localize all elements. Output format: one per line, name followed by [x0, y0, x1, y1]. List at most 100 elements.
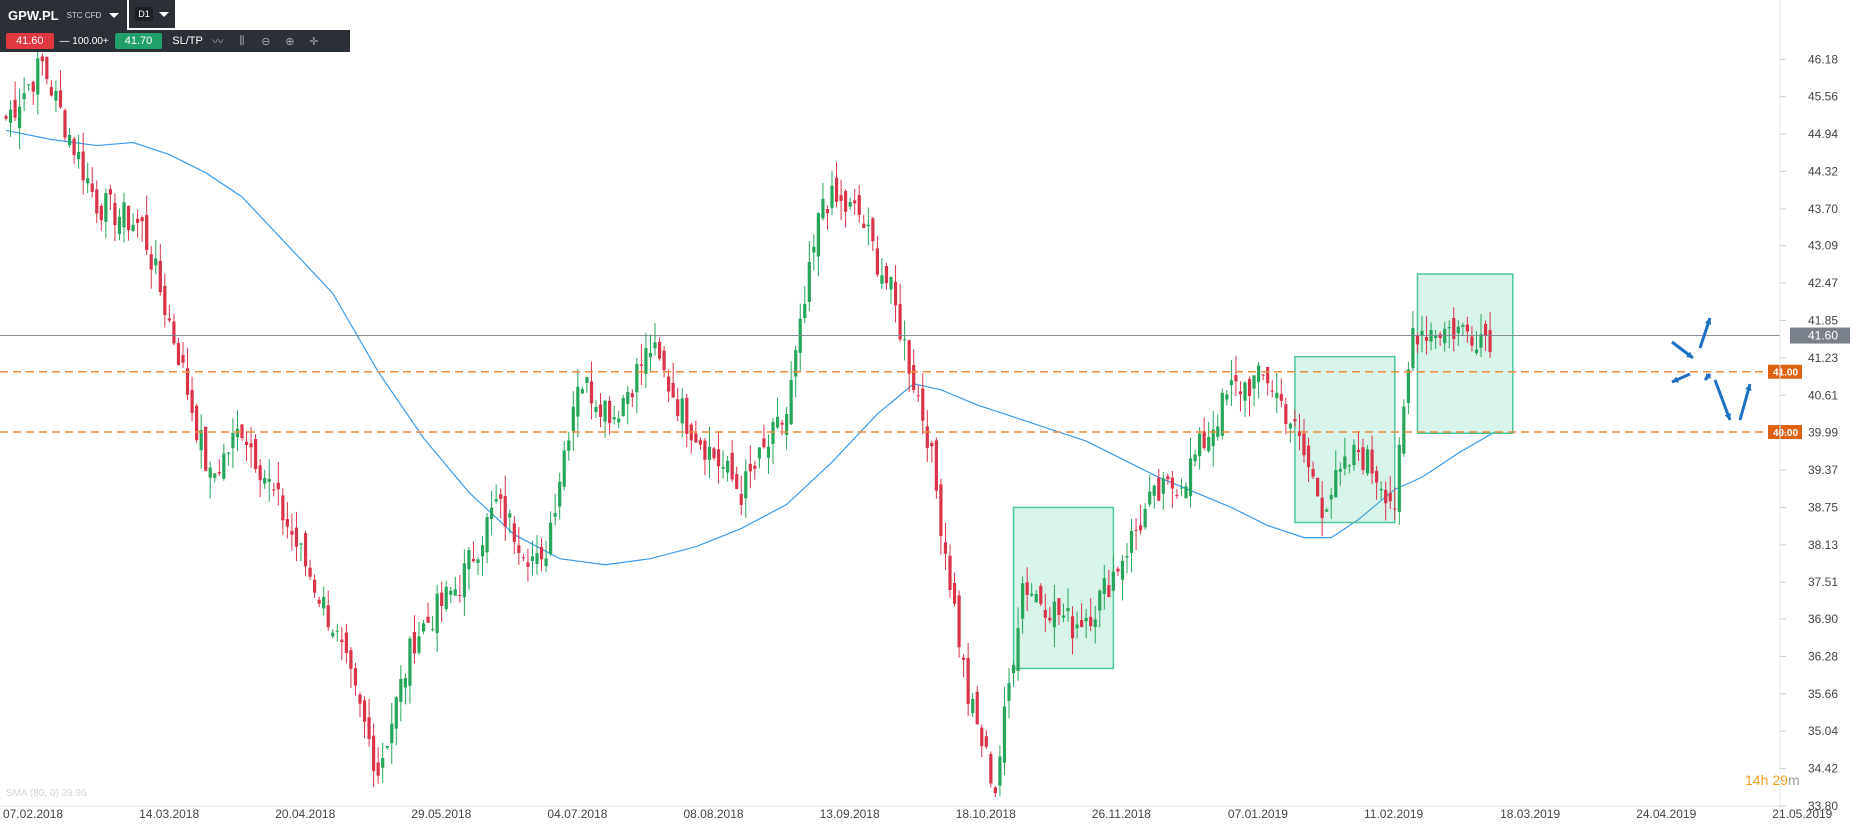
candle: [785, 406, 789, 450]
candle: [1397, 437, 1401, 525]
line-chart-icon[interactable]: 〰: [212, 36, 224, 48]
candle: [376, 747, 380, 785]
candle-body: [1007, 683, 1011, 701]
candle: [1048, 606, 1052, 624]
sltp-button[interactable]: SL/TP: [172, 35, 203, 47]
candle: [372, 723, 376, 787]
zoom-in-icon[interactable]: ⊕: [285, 35, 295, 48]
candle: [381, 742, 385, 783]
candle-body: [612, 417, 616, 420]
candle: [1470, 326, 1474, 352]
trade-toolbar: GPW.PL STC CFD D1 41.60 — 100.00+ 41.70 …: [0, 0, 350, 52]
candle-body: [707, 446, 712, 460]
order-bar: 41.60 — 100.00+ 41.70 SL/TP 〰 ⫼ ⊖ ⊕ ✛: [0, 30, 350, 52]
y-tick-label: 43.70: [1808, 202, 1838, 216]
candle: [1098, 589, 1102, 628]
candle-body: [31, 81, 35, 92]
candle-body: [630, 393, 634, 398]
candle-body: [716, 449, 721, 467]
candle: [163, 273, 167, 328]
x-tick-label: 21.05.2019: [1772, 807, 1832, 821]
candle-body: [1257, 365, 1261, 383]
candle-body: [485, 517, 489, 553]
y-tick-label: 34.42: [1808, 762, 1838, 776]
arrow-icon: [1738, 383, 1752, 421]
candle-body: [1438, 334, 1442, 339]
candle: [1057, 598, 1061, 626]
candle-body: [621, 398, 625, 417]
candle-body: [1465, 324, 1469, 332]
candle-body: [317, 599, 321, 604]
y-tick-label: 35.66: [1808, 687, 1838, 701]
candle-body: [399, 679, 403, 702]
candle-body: [1061, 615, 1066, 618]
candle: [1279, 378, 1283, 408]
candle-body: [657, 341, 662, 359]
candle-body: [1129, 530, 1134, 553]
candle-body: [204, 426, 208, 471]
candle-body: [871, 218, 875, 242]
candle: [1143, 503, 1147, 530]
y-tick-label: 41.85: [1808, 313, 1838, 327]
x-tick-label: 18.03.2019: [1500, 807, 1560, 821]
price-axis: 46.18 45.56 44.94 44.32 43.70 43.09 42.47 41.85…: [1779, 0, 1838, 824]
candle: [943, 522, 948, 570]
candle-body: [1157, 477, 1161, 501]
candle-body: [1461, 325, 1465, 327]
volume-stepper[interactable]: — 100.00+: [59, 35, 109, 47]
candle-body: [1107, 585, 1111, 597]
candle: [467, 547, 471, 590]
candle-body: [390, 723, 394, 744]
candle-body: [1075, 624, 1079, 629]
candle-body: [299, 543, 303, 545]
candle: [104, 188, 108, 239]
candle-body: [744, 471, 748, 499]
candle: [49, 80, 53, 97]
buy-button[interactable]: 41.70: [114, 33, 163, 49]
candles-icon[interactable]: ⫼: [239, 34, 245, 47]
candle: [857, 185, 861, 223]
candle: [490, 490, 494, 536]
candle: [789, 361, 793, 426]
candle-body: [276, 482, 280, 490]
candle-body: [966, 657, 970, 704]
candle: [553, 493, 557, 526]
candle-body: [685, 397, 689, 434]
candle-body: [1143, 508, 1147, 528]
candle-body: [594, 406, 598, 412]
candle-body: [154, 258, 158, 266]
candle: [272, 482, 276, 497]
sell-button[interactable]: 41.60: [6, 33, 54, 49]
candle: [726, 456, 730, 482]
crosshair-icon[interactable]: ✛: [309, 35, 319, 48]
candle-body: [1411, 328, 1415, 369]
candle-body: [1365, 449, 1370, 474]
candle-body: [1275, 392, 1279, 399]
candle-body: [1325, 509, 1329, 512]
candle-body: [308, 567, 312, 577]
candle: [362, 696, 367, 739]
symbol-selector[interactable]: GPW.PL STC CFD: [0, 0, 128, 30]
candle-body: [1302, 433, 1306, 456]
candle: [244, 431, 249, 461]
candle: [1080, 603, 1084, 628]
zoom-out-icon[interactable]: ⊖: [261, 35, 271, 48]
timeframe-selector[interactable]: D1: [129, 0, 175, 28]
candle: [830, 170, 834, 216]
y-tick-label: 36.90: [1808, 612, 1838, 626]
candle: [1207, 421, 1211, 453]
candle: [585, 376, 589, 393]
candle-body: [1329, 494, 1333, 500]
candle-body: [694, 433, 698, 443]
candle: [344, 624, 348, 664]
arrow-head-icon: [1704, 318, 1712, 325]
candle-body: [1370, 449, 1374, 474]
candle: [1107, 570, 1111, 598]
candle: [1343, 437, 1347, 476]
candle-body: [1234, 375, 1238, 382]
candle-body: [471, 558, 476, 562]
y-tick-label: 39.37: [1808, 463, 1838, 477]
candle: [149, 246, 153, 289]
